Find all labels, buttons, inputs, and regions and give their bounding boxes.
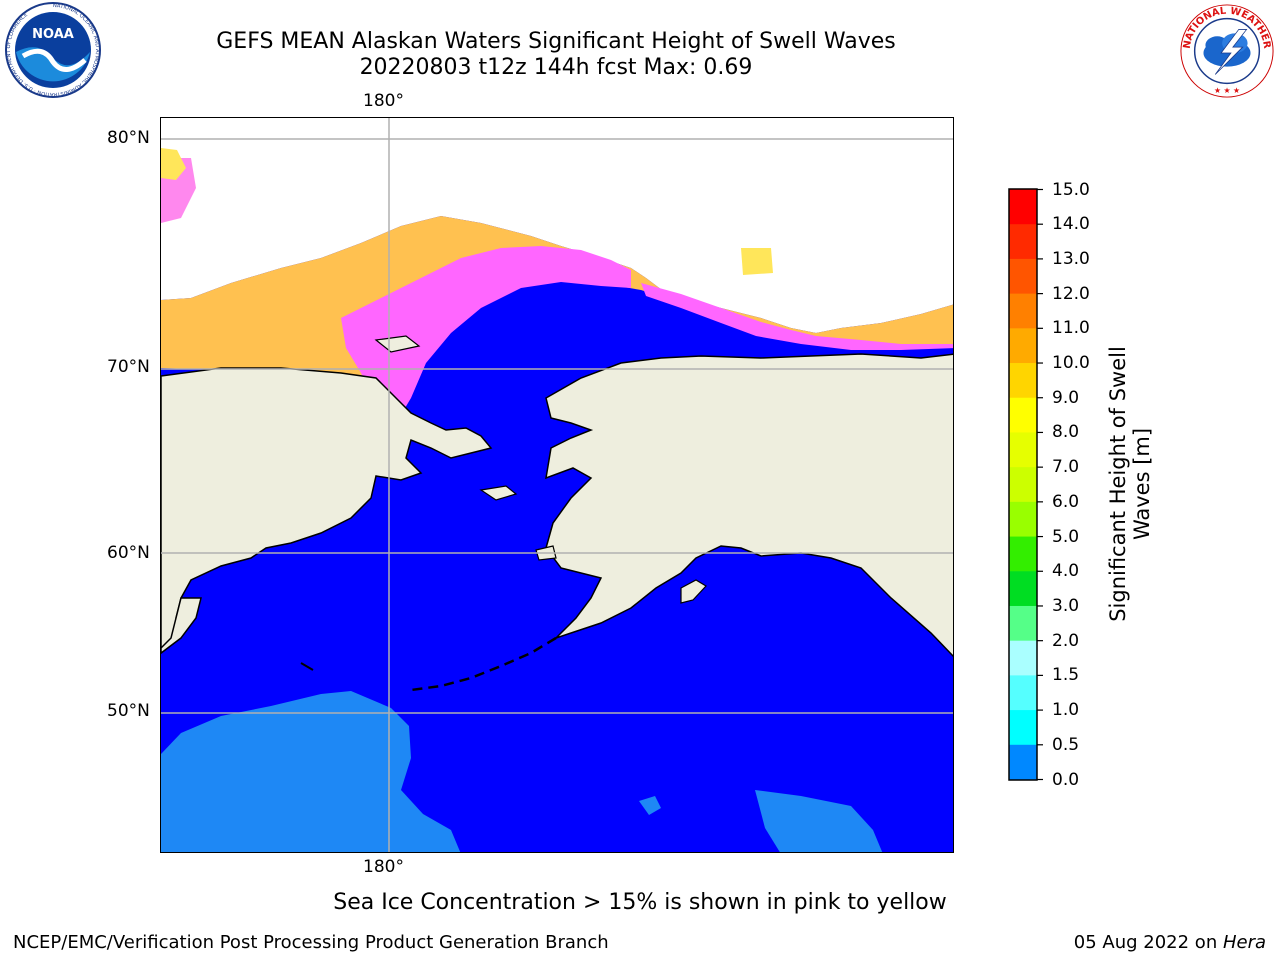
sea-ice-pink-east <box>641 283 953 350</box>
colorbar-bin <box>1009 224 1037 260</box>
colorbar-bin <box>1009 744 1037 780</box>
lat-label-70: 70°N <box>107 357 150 377</box>
colorbar-tick-label: 15.0 <box>1052 179 1090 200</box>
colorbar-tick-label: 7.0 <box>1052 457 1080 478</box>
colorbar-tick-label: 9.0 <box>1052 387 1080 408</box>
colorbar-tick-label: 10.0 <box>1052 353 1090 374</box>
colorbar <box>1008 188 1043 781</box>
colorbar-title: Significant Height of Swell Waves [m] <box>1106 346 1154 622</box>
lon-label-bottom: 180° <box>363 857 404 877</box>
swell-patch-small <box>639 796 661 815</box>
plot-subtitle: 20220803 t12z 144h fcst Max: 0.69 <box>359 55 753 80</box>
colorbar-tick-label: 14.0 <box>1052 214 1090 235</box>
colorbar-bin <box>1009 605 1037 642</box>
colorbar-tick-label: 8.0 <box>1052 422 1080 443</box>
colorbar-bin <box>1009 675 1037 711</box>
commander-islands <box>300 662 314 671</box>
colorbar-tick-label: 4.0 <box>1052 561 1080 582</box>
colorbar-tick-label: 1.0 <box>1052 700 1080 721</box>
sea-ice-west-yellow <box>161 148 186 180</box>
colorbar-bin <box>1009 293 1037 329</box>
colorbar-tick-label: 2.0 <box>1052 630 1080 651</box>
footer-host: Hera <box>1222 932 1266 953</box>
land-alaska <box>545 353 953 657</box>
colorbar-tick-label: 1.5 <box>1052 665 1080 686</box>
map-panel <box>160 117 954 853</box>
sea-ice-patch <box>741 248 773 275</box>
svg-text:★ ★ ★: ★ ★ ★ <box>1214 86 1240 95</box>
map-canvas <box>161 118 953 852</box>
no-data-arctic <box>161 118 953 333</box>
colorbar-tick-label: 0.0 <box>1052 769 1080 790</box>
graticule <box>161 118 953 852</box>
footer-credit: NCEP/EMC/Verification Post Processing Pr… <box>13 932 609 953</box>
colorbar-bin <box>1009 501 1037 538</box>
colorbar-tick-label: 6.0 <box>1052 491 1080 512</box>
colorbar-tick-label: 11.0 <box>1052 318 1090 339</box>
sea-ice-note: Sea Ice Concentration > 15% is shown in … <box>333 890 947 915</box>
aleutian-islands <box>410 636 557 692</box>
sea-ice-pink <box>341 246 631 423</box>
colorbar-bin <box>1009 397 1037 433</box>
colorbar-bin <box>1009 467 1037 503</box>
footer-date: 05 Aug 2022 on Hera <box>1073 932 1266 953</box>
noaa-logo-icon: NOAA NATIONAL OCEANIC AND ATMOSPHERIC AD… <box>5 2 101 98</box>
colorbar-bin <box>1009 328 1037 364</box>
land-kodiak-island <box>680 579 707 604</box>
lat-label-50: 50°N <box>107 701 150 721</box>
swell-area-southwest <box>161 691 461 852</box>
colorbar-tick-label: 13.0 <box>1052 248 1090 269</box>
colorbar-bin <box>1009 363 1037 399</box>
colorbar-tick-label: 0.5 <box>1052 734 1080 755</box>
nws-logo-icon: NATIONAL WEATHER SERVICE ★ ★ ★ <box>1178 2 1274 98</box>
colorbar-tick-label: 3.0 <box>1052 595 1080 616</box>
svg-text:NOAA: NOAA <box>32 27 74 42</box>
swell-area-southeast <box>755 790 883 852</box>
colorbar-bin <box>1009 258 1037 295</box>
colorbar-tick-label: 5.0 <box>1052 526 1080 547</box>
lat-label-60: 60°N <box>107 543 150 563</box>
colorbar-frame <box>1008 188 1038 781</box>
lat-label-80: 80°N <box>107 128 150 148</box>
colorbar-bin <box>1009 640 1037 676</box>
colorbar-bin <box>1009 710 1037 746</box>
colorbar-bin <box>1009 432 1037 468</box>
colorbar-bin <box>1009 189 1037 225</box>
land-st-lawrence-island <box>479 485 518 501</box>
plot-title: GEFS MEAN Alaskan Waters Significant Hei… <box>216 29 896 54</box>
colorbar-tick-label: 12.0 <box>1052 283 1090 304</box>
colorbar-bin <box>1009 536 1037 572</box>
land-wrangel-island <box>374 335 421 353</box>
lon-label-top: 180° <box>363 91 404 111</box>
land-kamchatka <box>161 597 202 654</box>
colorbar-bin <box>1009 571 1037 607</box>
land-siberia <box>161 367 493 654</box>
